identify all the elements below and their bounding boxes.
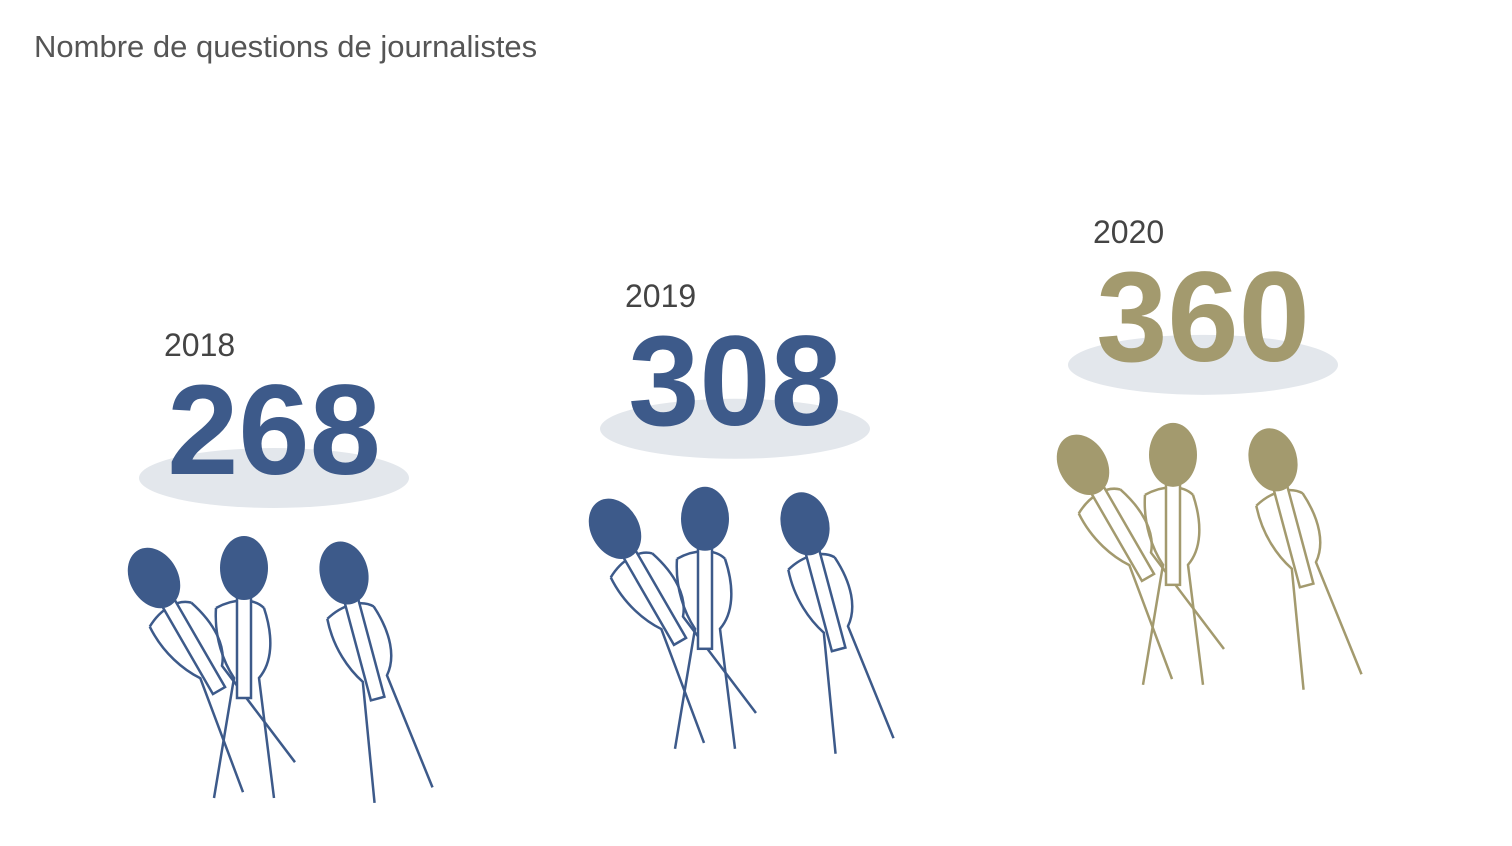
value-ellipse — [139, 448, 409, 508]
mic-handle — [156, 590, 227, 696]
mic-head — [220, 536, 268, 600]
chart-title: Nombre de questions de journalistes — [34, 29, 537, 64]
mic-handle — [617, 540, 688, 647]
microphone — [1056, 434, 1225, 680]
microphone — [127, 547, 296, 793]
mic-handle — [1085, 476, 1156, 583]
microphone — [319, 541, 434, 804]
microphone — [212, 536, 276, 799]
mic-head — [319, 541, 369, 605]
value-ellipse — [600, 398, 870, 459]
mic-head — [1248, 428, 1298, 492]
value-label: 268 — [167, 359, 381, 502]
year-label: 2018 — [164, 327, 235, 363]
microphone — [780, 492, 895, 754]
year-label: 2020 — [1093, 214, 1164, 250]
value-ellipse — [1068, 334, 1338, 395]
mic-head — [681, 486, 729, 551]
mic-head — [588, 498, 642, 559]
mic-head — [780, 492, 830, 556]
value-label: 360 — [1096, 246, 1310, 389]
year-label: 2019 — [625, 278, 696, 314]
microphone — [588, 498, 757, 744]
mic-handle — [235, 586, 253, 700]
mic-head — [1056, 434, 1110, 496]
mic-head — [1149, 422, 1197, 487]
value-label: 308 — [628, 310, 842, 453]
mic-handle — [696, 537, 714, 651]
mic-head — [127, 547, 181, 609]
hand-outline — [1255, 488, 1363, 690]
microphone — [673, 486, 737, 750]
microphone — [1141, 422, 1205, 686]
microphone — [1248, 428, 1363, 690]
mic-handle — [1164, 473, 1182, 587]
